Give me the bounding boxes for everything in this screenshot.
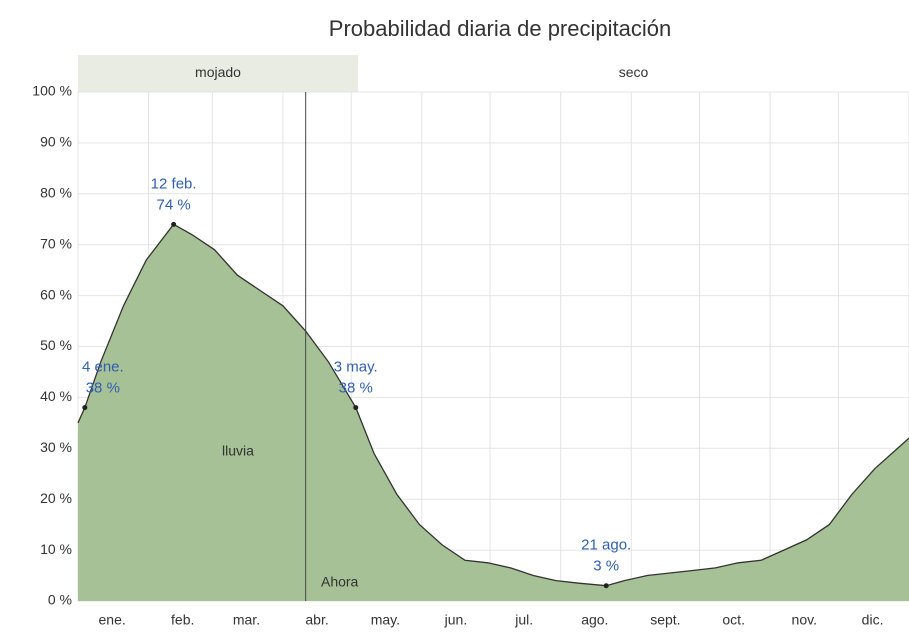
y-tick-label: 20 % bbox=[40, 490, 72, 506]
annotation-point bbox=[171, 221, 177, 227]
season-band bbox=[358, 55, 909, 92]
series-label: lluvia bbox=[222, 443, 254, 459]
y-tick-label: 90 % bbox=[40, 134, 72, 150]
annotation-date: 3 may. bbox=[334, 359, 378, 376]
y-tick-label: 10 % bbox=[40, 541, 72, 557]
x-tick-label: ago. bbox=[581, 612, 608, 628]
y-tick-label: 0 % bbox=[48, 592, 72, 608]
x-tick-label: nov. bbox=[792, 612, 817, 628]
y-tick-label: 60 % bbox=[40, 286, 72, 302]
annotation-value: 74 % bbox=[157, 196, 191, 213]
x-tick-label: may. bbox=[371, 612, 400, 628]
y-tick-label: 50 % bbox=[40, 337, 72, 353]
x-tick-label: abr. bbox=[305, 612, 328, 628]
annotation-value: 3 % bbox=[593, 558, 619, 575]
y-tick-label: 40 % bbox=[40, 388, 72, 404]
x-tick-label: mar. bbox=[233, 612, 260, 628]
y-tick-label: 80 % bbox=[40, 185, 72, 201]
y-tick-label: 100 % bbox=[32, 83, 72, 99]
y-tick-label: 70 % bbox=[40, 235, 72, 251]
season-band bbox=[78, 55, 359, 92]
area bbox=[78, 224, 909, 602]
annotation-point bbox=[603, 583, 609, 589]
x-tick-label: sept. bbox=[650, 612, 680, 628]
season-label: seco bbox=[619, 64, 649, 80]
now-label: Ahora bbox=[321, 574, 359, 590]
chart-title: Probabilidad diaria de precipitación bbox=[329, 16, 671, 41]
annotation-date: 4 ene. bbox=[82, 359, 124, 376]
line bbox=[77, 223, 909, 587]
annotation-date: 21 ago. bbox=[581, 537, 631, 554]
x-tick-label: oct. bbox=[722, 612, 745, 628]
annotation-point bbox=[82, 405, 88, 411]
y-tick-label: 30 % bbox=[40, 439, 72, 455]
x-tick-label: feb. bbox=[171, 612, 194, 628]
annotation-value: 38 % bbox=[339, 380, 373, 397]
x-tick-label: jul. bbox=[514, 612, 533, 628]
annotation-value: 38 % bbox=[86, 380, 120, 397]
x-tick-label: dic. bbox=[862, 612, 884, 628]
annotation-point bbox=[353, 405, 359, 411]
x-tick-label: ene. bbox=[99, 612, 126, 628]
annotation-date: 12 feb. bbox=[151, 175, 197, 192]
x-tick-label: jun. bbox=[444, 612, 468, 628]
season-label: mojado bbox=[195, 64, 241, 80]
